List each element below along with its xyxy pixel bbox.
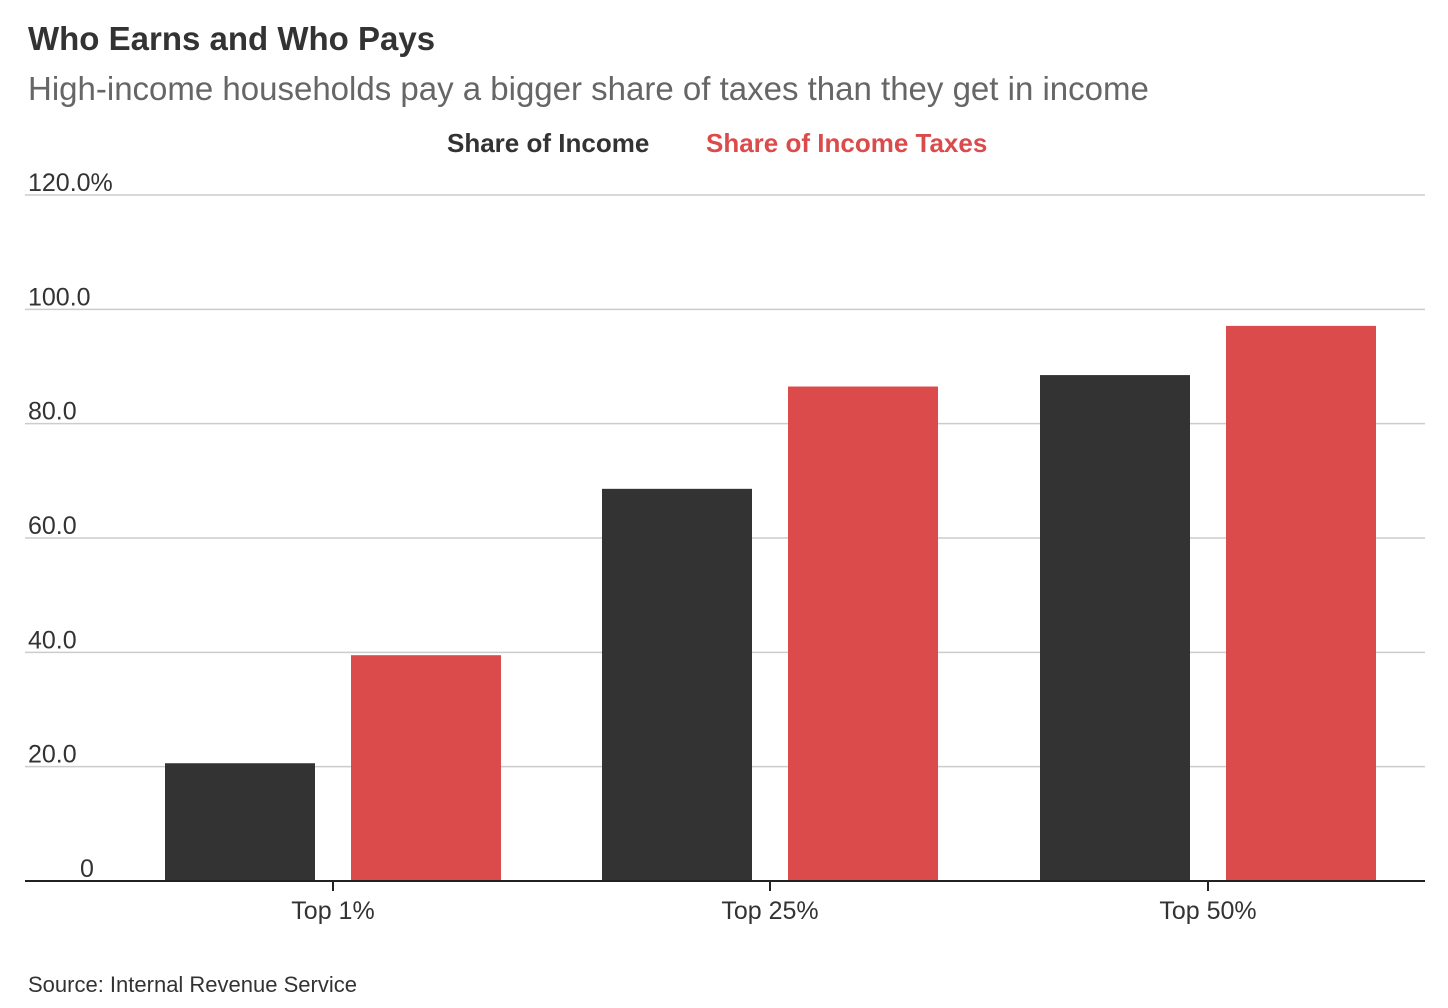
bar-taxes-1 bbox=[788, 386, 938, 881]
y-tick-label: 120.0% bbox=[28, 169, 113, 197]
bar-taxes-2 bbox=[1226, 325, 1376, 881]
chart-legend: Share of Income Share of Income Taxes bbox=[0, 128, 1448, 162]
y-tick-label: 100.0 bbox=[28, 283, 91, 311]
y-tick-label: 60.0 bbox=[28, 512, 77, 540]
chart-title: Who Earns and Who Pays bbox=[28, 20, 436, 57]
bar-income-0 bbox=[165, 763, 315, 881]
legend-item-share-of-income-taxes: Share of Income Taxes bbox=[706, 128, 988, 158]
bar-income-1 bbox=[602, 488, 752, 881]
x-tick-label: Top 25% bbox=[721, 897, 818, 925]
y-tick-label: 40.0 bbox=[28, 626, 77, 654]
bar-income-2 bbox=[1040, 375, 1190, 881]
x-tick-label: Top 50% bbox=[1159, 897, 1256, 925]
bar-chart: 0 20.0 40.0 60.0 80.0 100.0 120.0% Top 1% Top 25… bbox=[25, 169, 1425, 925]
x-tick-label: Top 1% bbox=[291, 897, 374, 925]
y-tick-label: 80.0 bbox=[28, 398, 77, 426]
chart-subtitle: High-income households pay a bigger shar… bbox=[28, 70, 1149, 107]
y-tick-label: 0 bbox=[80, 855, 94, 883]
source-note: Source: Internal Revenue Service bbox=[28, 972, 357, 997]
legend-item-share-of-income: Share of Income bbox=[447, 128, 650, 158]
bar-taxes-0 bbox=[351, 655, 501, 881]
y-tick-label: 20.0 bbox=[28, 741, 77, 769]
